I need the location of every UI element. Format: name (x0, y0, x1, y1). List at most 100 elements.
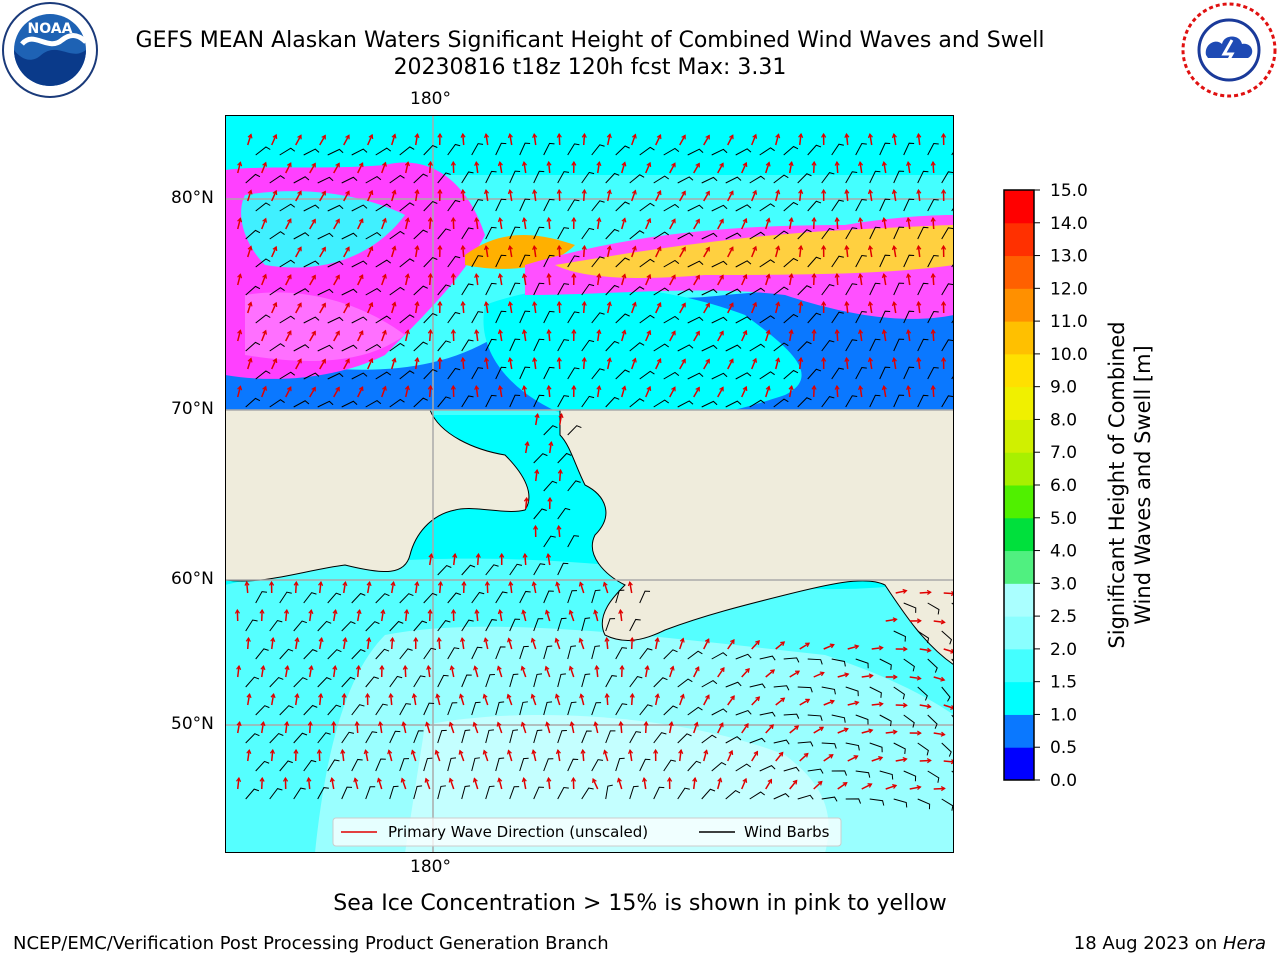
wave-arrow-head (581, 356, 587, 362)
wind-barb (735, 709, 752, 716)
wind-barb (317, 400, 334, 408)
wave-arrow (428, 161, 432, 174)
wind-barb (317, 344, 334, 352)
wind-barb (245, 676, 260, 688)
wave-arrow (309, 387, 316, 398)
wave-arrow-head (345, 302, 350, 308)
wind-barb (519, 366, 531, 380)
wave-arrow-head (368, 245, 374, 251)
wind-barb (567, 645, 576, 660)
wave-arrow-head (842, 782, 848, 787)
wave-arrow (332, 666, 336, 678)
wave-arrow-head (775, 301, 781, 307)
wave-arrow-head (916, 188, 922, 194)
wave-arrow (548, 442, 553, 454)
wave-arrow-head (499, 552, 505, 558)
wave-arrow-head (425, 721, 430, 727)
wind-barb (399, 758, 410, 772)
wind-barb (701, 680, 718, 688)
wind-barb (495, 701, 505, 716)
wind-barb (567, 143, 580, 156)
wind-barb (845, 742, 860, 751)
wave-arrow-head (294, 692, 300, 699)
wave-arrow (381, 386, 387, 398)
wave-arrow (716, 778, 722, 790)
wind-barb (735, 204, 752, 212)
wave-arrow (558, 133, 561, 146)
wind-barb (567, 758, 579, 772)
wave-arrow-head (878, 645, 884, 651)
wind-barb (605, 618, 616, 632)
wind-barb (269, 175, 285, 184)
wind-barb (341, 176, 358, 184)
colorbar-tick-label: 15.0 (1050, 181, 1088, 201)
wind-barb (533, 729, 543, 744)
wind-barb (639, 704, 653, 716)
wind-barb (365, 399, 382, 408)
wave-arrow (907, 218, 911, 230)
wind-barb (437, 284, 451, 296)
wave-arrow (741, 330, 747, 342)
wind-barb (807, 312, 822, 324)
wave-arrow-head (805, 642, 811, 648)
wave-arrow (389, 693, 393, 706)
wave-arrow-head (581, 188, 587, 194)
wave-arrow (390, 358, 396, 370)
wave-arrow (294, 581, 298, 594)
wave-arrow (285, 218, 292, 230)
wave-arrow (260, 666, 265, 678)
wave-arrow (603, 750, 609, 762)
wave-arrow-head (332, 609, 338, 615)
wind-barb (783, 201, 799, 212)
wave-arrow-head (245, 636, 251, 642)
wind-barb (663, 203, 680, 212)
wave-arrow (475, 217, 479, 230)
wave-arrow (295, 134, 302, 146)
wave-arrow-head (521, 777, 527, 783)
wave-arrow (717, 722, 724, 734)
wind-barb (269, 287, 285, 296)
wave-arrow (284, 609, 288, 622)
wind-barb (413, 285, 428, 296)
wind-barb (389, 174, 405, 184)
wind-barb (687, 706, 703, 716)
wind-barb (869, 686, 882, 698)
wind-barb (797, 741, 814, 747)
wave-arrow (318, 638, 323, 650)
wind-barb (567, 199, 580, 212)
wave-arrow-head (602, 581, 608, 587)
wind-barb (893, 394, 905, 408)
wave-arrow (765, 162, 770, 174)
wave-arrow (620, 162, 626, 174)
wave-arrow-head (765, 329, 771, 335)
wave-arrow-head (930, 328, 936, 334)
wave-arrow (294, 694, 299, 706)
wave-arrow-head (473, 665, 479, 671)
wave-arrow-head (719, 274, 724, 280)
wave-arrow-head (556, 524, 562, 530)
wave-arrow-head (382, 329, 387, 335)
wind-barb (701, 788, 716, 800)
wave-arrow (523, 386, 527, 398)
wave-arrow (449, 778, 455, 790)
wind-barb (869, 742, 883, 753)
wind-barb (543, 142, 555, 156)
wave-arrow-head (581, 132, 587, 138)
wave-arrow-head (345, 246, 350, 252)
wave-arrow (449, 722, 455, 734)
wind-barb (413, 730, 424, 744)
wave-arrow-head (881, 161, 887, 167)
wave-arrow (837, 727, 849, 734)
wind-barb (759, 315, 775, 324)
wave-arrow-head (829, 699, 835, 705)
wave-arrow (497, 722, 503, 734)
wave-arrow (332, 610, 337, 622)
wind-barb (581, 617, 591, 632)
wave-arrow-head (940, 731, 946, 737)
wave-arrow-head (472, 721, 478, 727)
wind-barb (903, 602, 917, 613)
wind-barb (341, 288, 358, 296)
wind-barb (735, 148, 752, 156)
wave-arrow-head (269, 580, 275, 586)
wave-arrow-head (450, 216, 456, 222)
